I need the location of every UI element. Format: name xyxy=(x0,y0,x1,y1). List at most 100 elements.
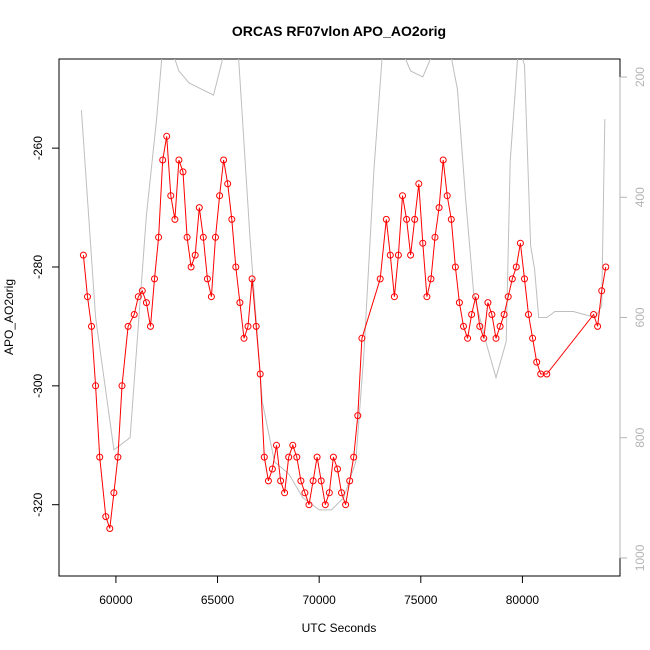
data-point xyxy=(175,156,183,164)
secondary-series xyxy=(80,59,606,511)
data-point xyxy=(334,465,341,473)
data-point xyxy=(301,489,309,497)
data-point xyxy=(191,251,199,259)
data-point xyxy=(183,233,191,241)
data-point xyxy=(488,311,496,318)
data-point xyxy=(346,477,354,485)
data-point xyxy=(455,299,463,307)
data-point xyxy=(431,233,439,241)
data-point xyxy=(147,322,154,330)
data-point xyxy=(496,322,504,330)
data-point xyxy=(102,513,110,521)
data-point xyxy=(309,477,317,485)
data-point xyxy=(317,477,325,485)
data-point xyxy=(411,215,419,223)
data-point xyxy=(338,489,345,497)
data-point xyxy=(447,215,455,223)
x-tick-label: 75000 xyxy=(404,593,438,607)
data-point xyxy=(203,275,211,283)
data-point xyxy=(195,204,203,212)
data-point xyxy=(325,489,333,497)
data-point xyxy=(354,412,362,420)
data-point xyxy=(207,293,215,301)
data-point xyxy=(529,334,537,342)
data-point xyxy=(159,156,167,164)
data-point xyxy=(273,441,280,449)
data-point xyxy=(439,156,447,164)
data-point xyxy=(594,322,602,330)
data-point xyxy=(543,370,551,378)
data-point xyxy=(382,215,390,223)
data-point xyxy=(79,251,87,259)
data-point xyxy=(118,382,126,390)
y2-tick-label: 600 xyxy=(633,307,647,327)
y2-tick-label: 400 xyxy=(633,187,647,207)
data-point xyxy=(403,215,411,223)
data-point xyxy=(88,322,95,330)
x-tick-label: 65000 xyxy=(201,593,235,607)
data-point xyxy=(268,465,276,473)
data-point xyxy=(419,239,427,247)
data-point xyxy=(423,293,431,301)
data-point xyxy=(248,275,256,283)
data-point xyxy=(460,322,467,330)
y-axis-label: APO_AO2orig xyxy=(2,279,16,355)
data-point xyxy=(504,293,512,301)
data-point xyxy=(256,370,264,378)
data-point xyxy=(134,293,142,301)
y-tick-label: -300 xyxy=(31,374,45,398)
data-point xyxy=(277,477,285,485)
data-point xyxy=(260,453,268,461)
data-point xyxy=(358,334,366,342)
data-point xyxy=(281,489,289,497)
data-point xyxy=(285,453,293,461)
data-point xyxy=(451,263,459,271)
data-point xyxy=(163,132,171,140)
data-point xyxy=(435,204,443,212)
data-point xyxy=(138,287,146,295)
x-axis-label: UTC Seconds xyxy=(302,621,377,635)
data-point xyxy=(476,322,484,330)
data-point xyxy=(179,168,187,176)
x-tick-label: 60000 xyxy=(99,593,133,607)
data-point xyxy=(533,358,541,366)
data-point xyxy=(590,311,598,318)
primary-series xyxy=(79,132,610,532)
y-tick-label: -280 xyxy=(31,255,45,279)
data-point xyxy=(443,192,451,200)
data-point xyxy=(508,275,516,283)
data-point xyxy=(598,287,606,295)
data-point xyxy=(232,263,240,271)
data-point xyxy=(468,311,476,318)
data-point xyxy=(244,322,252,330)
data-point xyxy=(236,299,244,307)
data-point xyxy=(167,192,175,200)
data-point xyxy=(240,334,248,342)
data-point xyxy=(427,275,435,283)
data-point xyxy=(480,334,488,342)
data-point xyxy=(484,299,492,307)
data-point xyxy=(521,275,528,283)
data-point xyxy=(252,322,260,330)
data-point xyxy=(602,263,610,271)
y2-tick-label: 1000 xyxy=(633,544,647,571)
data-point xyxy=(114,453,122,461)
primary-line xyxy=(82,136,607,529)
y-tick-label: -320 xyxy=(31,492,45,516)
data-point xyxy=(415,180,423,188)
data-point xyxy=(155,233,163,241)
data-point xyxy=(110,489,118,497)
data-point xyxy=(407,251,415,259)
data-point xyxy=(376,275,384,283)
data-point xyxy=(264,477,272,485)
secondary-line xyxy=(80,59,606,511)
data-point xyxy=(212,233,219,241)
data-point xyxy=(472,293,480,301)
plot-frame xyxy=(58,58,621,577)
data-point xyxy=(321,501,329,509)
data-point xyxy=(525,311,532,318)
data-point xyxy=(187,263,195,271)
data-point xyxy=(492,334,500,342)
y2-tick-label: 800 xyxy=(633,427,647,447)
